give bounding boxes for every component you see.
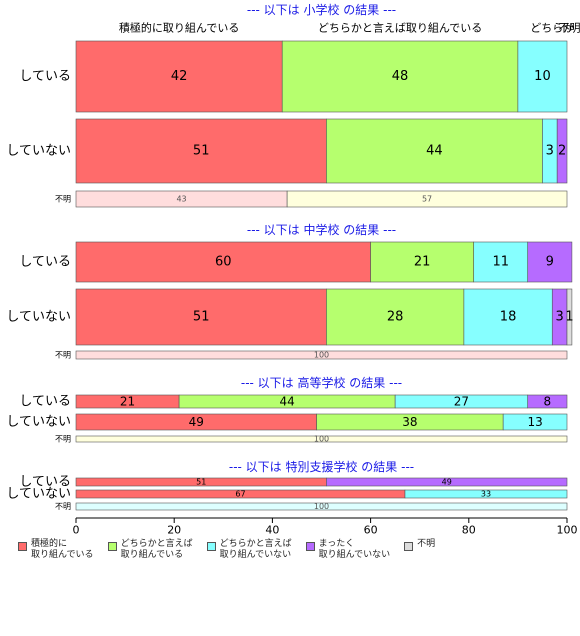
bar-value-label: 18 — [500, 310, 517, 325]
x-tick-label: 80 — [462, 524, 476, 537]
bar-value-label: 8 — [544, 395, 552, 409]
bar-segment — [502, 413, 568, 431]
bar-value-label: 3 — [555, 310, 563, 325]
bar-segment — [75, 241, 371, 283]
bar-value-label: 3 — [546, 144, 554, 159]
row-label: 不明 — [55, 435, 71, 444]
legend-label: どちらかと言えば 取り組んでいる — [120, 539, 193, 560]
bar-value-label: 44 — [279, 395, 294, 409]
bar-value-label: 49 — [442, 478, 452, 487]
bar-value-label: 67 — [235, 490, 245, 499]
bar-value-label: 38 — [402, 415, 417, 429]
row-label: していない — [6, 144, 71, 159]
bar-value-label: 100 — [314, 435, 329, 444]
bar-value-label: 13 — [527, 415, 542, 429]
bar-segment — [281, 40, 519, 113]
bar-value-label: 51 — [193, 144, 210, 159]
bar-segment — [326, 477, 568, 487]
row-label: していない — [6, 310, 71, 325]
bar-value-label: 33 — [481, 490, 491, 499]
row-label: 不明 — [55, 195, 71, 204]
bar-segment — [75, 435, 568, 443]
row-label: している — [19, 69, 71, 84]
legend-swatch — [404, 542, 414, 551]
bar-value-label: 27 — [454, 395, 469, 409]
bar-segment — [404, 489, 568, 499]
bar-segment — [370, 241, 475, 283]
bar-value-label: 57 — [422, 195, 432, 204]
bar-segment — [527, 394, 568, 409]
bar-segment — [326, 118, 543, 184]
bar-segment — [326, 288, 465, 346]
row-label: していない — [6, 487, 71, 502]
legend-swatch — [206, 542, 216, 551]
legend-swatch — [18, 542, 27, 551]
bar-value-label: 1 — [565, 310, 573, 325]
bar-value-label: 11 — [492, 255, 509, 270]
x-tick-label: 0 — [73, 524, 80, 537]
series-header-label: 積極的に取り組んでいる — [119, 21, 239, 35]
panel-title: --- 以下は 中学校 の結果 --- — [247, 222, 396, 237]
legend-item: どちらかと言えば 取り組んでいる — [107, 539, 193, 561]
bar-segment — [566, 288, 573, 346]
legend-item: 積極的に 取り組んでいる — [18, 539, 94, 561]
bar-segment — [527, 241, 573, 283]
bar-segment — [556, 118, 568, 184]
bar-segment — [517, 40, 568, 113]
panel-title: --- 以下は 高等学校 の結果 --- — [241, 375, 402, 390]
bar-segment — [473, 241, 529, 283]
bar-value-label: 44 — [426, 144, 443, 159]
legend: 積極的に 取り組んでいる どちらかと言えば 取り組んでいる どちらかと言えば 取… — [18, 539, 435, 561]
bar-segment — [75, 288, 327, 346]
series-header-label: 不明 — [558, 22, 580, 35]
row-label: 不明 — [55, 502, 71, 511]
bar-value-label: 43 — [176, 195, 186, 204]
x-tick-label: 40 — [265, 524, 279, 537]
panel-title: --- 以下は 小学校 の結果 --- — [247, 2, 396, 17]
bar-value-label: 42 — [171, 69, 188, 84]
bar-value-label: 2 — [558, 144, 566, 159]
row-label: していない — [6, 415, 71, 430]
row-label: している — [19, 475, 71, 490]
bar-value-label: 28 — [387, 310, 404, 325]
legend-label: まったく 取り組んでいない — [318, 539, 391, 560]
bar-value-label: 21 — [120, 395, 135, 409]
legend-label: 不明 — [417, 539, 436, 549]
row-label: している — [19, 255, 71, 270]
row-label: 不明 — [55, 351, 71, 360]
bar-value-label: 21 — [414, 255, 431, 270]
bar-value-label: 100 — [314, 351, 329, 360]
bar-segment — [286, 190, 568, 208]
x-tick-label: 100 — [557, 524, 578, 537]
legend-item: まったく 取り組んでいない — [305, 539, 391, 561]
bar-segment — [75, 40, 283, 113]
legend-item: 不明 — [404, 539, 435, 561]
bar-value-label: 48 — [392, 69, 409, 84]
legend-swatch — [305, 542, 315, 551]
series-header-label: どちらか — [530, 22, 574, 35]
bar-segment — [75, 502, 568, 511]
legend-label: 積極的に 取り組んでいる — [31, 539, 94, 560]
legend-item: どちらかと言えば 取り組んでいない — [206, 539, 292, 561]
bar-value-label: 51 — [193, 310, 210, 325]
series-header-label: どちらかと言えば取り組んでいる — [318, 22, 482, 35]
x-tick-label: 20 — [167, 524, 181, 537]
bar-segment — [463, 288, 553, 346]
bar-value-label: 49 — [189, 415, 204, 429]
legend-label: どちらかと言えば 取り組んでいない — [219, 539, 292, 560]
bar-segment — [75, 350, 568, 360]
bar-value-label: 51 — [196, 478, 206, 487]
row-label: している — [19, 394, 71, 409]
panel-title: --- 以下は 特別支援学校 の結果 --- — [229, 459, 414, 474]
bar-value-label: 10 — [534, 69, 551, 84]
bar-value-label: 100 — [314, 502, 329, 511]
legend-swatch — [107, 542, 117, 551]
x-tick-label: 60 — [364, 524, 378, 537]
bar-value-label: 9 — [546, 255, 554, 270]
bar-value-label: 60 — [215, 255, 232, 270]
bar-segment — [75, 118, 327, 184]
